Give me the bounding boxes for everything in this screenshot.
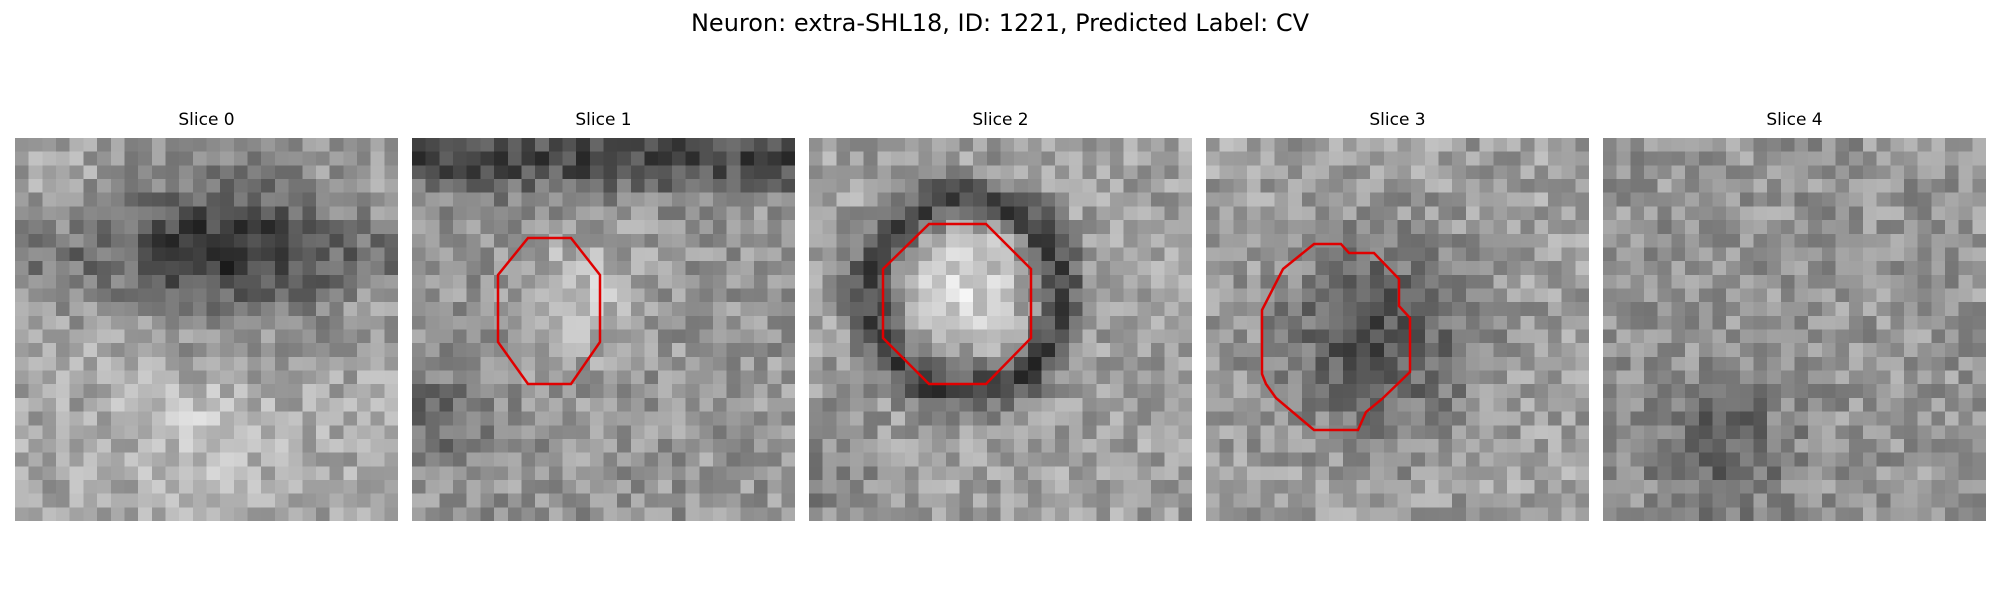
slice-panel-3: Slice 3 — [1206, 110, 1589, 521]
slice-image-4 — [1603, 138, 1986, 521]
slice-title-4: Slice 4 — [1766, 110, 1823, 130]
figure-title: Neuron: extra-SHL18, ID: 1221, Predicted… — [690, 9, 1310, 37]
slice-image-0 — [15, 138, 398, 521]
roi-contour-3 — [1260, 242, 1412, 432]
roi-contour-2 — [881, 222, 1033, 386]
slice-title-0: Slice 0 — [178, 110, 235, 130]
slice-title-3: Slice 3 — [1369, 110, 1426, 130]
slice-title-1: Slice 1 — [575, 110, 632, 130]
slice-panel-4: Slice 4 — [1603, 110, 1986, 521]
slice-title-2: Slice 2 — [972, 110, 1029, 130]
slice-image-3 — [1206, 138, 1589, 521]
roi-contour-1 — [496, 236, 602, 386]
slice-panel-0: Slice 0 — [15, 110, 398, 521]
slice-image-2 — [809, 138, 1192, 521]
slice-image-1 — [412, 138, 795, 521]
slice-panel-1: Slice 1 — [412, 110, 795, 521]
slice-panel-2: Slice 2 — [809, 110, 1192, 521]
